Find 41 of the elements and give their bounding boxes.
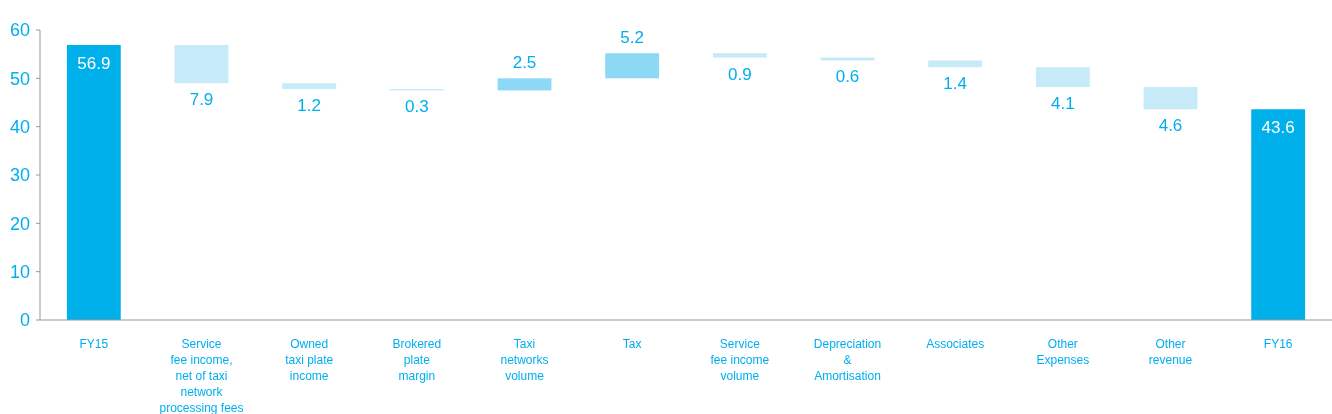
bar bbox=[1035, 67, 1090, 88]
y-tick-label: 50 bbox=[9, 68, 30, 89]
x-tick-label: FY16 bbox=[1263, 337, 1293, 351]
data-label: 43.6 bbox=[1261, 118, 1295, 138]
x-tick-label: Tax bbox=[622, 337, 642, 351]
data-label: 0.3 bbox=[405, 97, 429, 117]
data-label: 4.6 bbox=[1158, 116, 1183, 136]
x-tick-label: Service fee income volume bbox=[710, 337, 770, 383]
x-tick-label: Other Expenses bbox=[1036, 337, 1090, 367]
x-tick-label: Owned taxi plate income bbox=[285, 337, 334, 383]
data-label: 0.9 bbox=[728, 64, 752, 84]
bar bbox=[712, 53, 767, 58]
data-label: 5.2 bbox=[620, 28, 644, 48]
x-tick-label: Taxi networks volume bbox=[500, 337, 549, 383]
data-label: 7.9 bbox=[189, 90, 214, 110]
data-label: 1.2 bbox=[297, 95, 321, 115]
y-tick-label: 40 bbox=[9, 116, 30, 137]
bar bbox=[605, 53, 660, 79]
data-label: 1.4 bbox=[943, 74, 967, 94]
bar bbox=[928, 60, 983, 68]
data-label: 4.1 bbox=[1051, 94, 1075, 114]
bar bbox=[174, 44, 229, 84]
y-tick-label: 30 bbox=[9, 165, 30, 186]
x-tick-label: Other revenue bbox=[1148, 337, 1193, 367]
x-tick-label: Brokered plate margin bbox=[392, 337, 442, 383]
data-label: 2.5 bbox=[512, 53, 537, 73]
x-tick-label: Associates bbox=[926, 337, 985, 351]
x-tick-label: Service fee income, net of taxi network processing fees bbox=[159, 337, 244, 414]
x-tick-label: Depreciation & Amortisation bbox=[813, 337, 882, 383]
data-label: 56.9 bbox=[77, 53, 111, 73]
y-tick-label: 20 bbox=[9, 213, 30, 234]
bar bbox=[282, 83, 337, 89]
bar bbox=[1251, 109, 1306, 320]
bar bbox=[1143, 87, 1198, 110]
bar bbox=[497, 78, 552, 91]
y-tick-label: 60 bbox=[9, 20, 30, 41]
y-tick-label: 0 bbox=[19, 310, 30, 331]
data-label: 0.6 bbox=[835, 67, 860, 87]
bar bbox=[66, 44, 121, 320]
y-tick-label: 10 bbox=[9, 261, 30, 282]
x-tick-label: FY15 bbox=[79, 337, 109, 351]
